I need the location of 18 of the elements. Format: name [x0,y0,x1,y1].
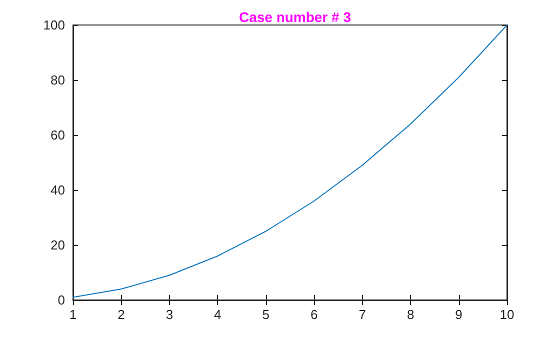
x-tick-label: 1 [69,307,77,322]
y-tick-label: 100 [43,18,65,32]
line-series [72,24,508,298]
x-tick-label: 7 [358,307,366,322]
x-tick-label: 4 [214,307,222,322]
x-tick-label: 9 [455,307,462,322]
x-tick-label: 3 [166,307,174,322]
y-tick-label: 20 [50,238,65,252]
x-tick-label: 2 [118,307,125,322]
y-tick-label: 40 [50,182,65,198]
chart-title: Case number # 3 [238,9,352,25]
y-tick-label: 80 [50,72,65,88]
x-tick-label: 10 [500,307,514,322]
x-tick-label: 6 [310,307,318,322]
x-tick-label: 8 [406,307,414,322]
y-tick-label: 0 [58,292,65,308]
x-tick-label: 5 [262,307,270,322]
y-tick-label: 60 [50,128,65,142]
